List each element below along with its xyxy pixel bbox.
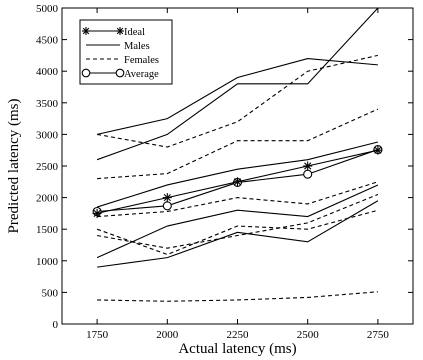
data-point-average <box>162 201 172 211</box>
series-line-males-3 <box>96 58 378 135</box>
series-line-males-6 <box>97 200 379 268</box>
y-tick-label: 2000 <box>36 193 59 205</box>
legend-label-average: Average <box>124 69 159 80</box>
legend-marker-circle <box>115 68 125 78</box>
y-tick-label: 3500 <box>36 98 59 110</box>
x-tick-label: 2500 <box>297 329 320 341</box>
y-tick-label: 0 <box>53 319 59 331</box>
series-line-females-8 <box>97 108 379 180</box>
data-point-ideal <box>303 161 313 171</box>
y-tick-label: 1500 <box>36 224 59 236</box>
x-axis-title: Actual latency (ms) <box>178 341 296 357</box>
y-tick-label: 4500 <box>36 35 59 47</box>
series-line-males-4 <box>96 141 379 208</box>
data-point-ideal <box>373 145 383 155</box>
data-point-ideal <box>233 177 242 187</box>
legend-label-males: Males <box>124 41 150 52</box>
series-line-females-11 <box>97 193 379 249</box>
legend-marker-star <box>82 27 90 35</box>
x-tick-label: 1750 <box>86 329 109 341</box>
x-tick-label: 2000 <box>156 329 179 341</box>
y-tick-label: 1000 <box>36 256 59 268</box>
series-line-males-5 <box>96 184 379 259</box>
legend-label-females: Females <box>124 55 159 66</box>
legend-marker-circle <box>81 68 91 78</box>
y-tick-label: 3000 <box>36 129 59 141</box>
legend-marker-star <box>116 27 124 35</box>
y-tick-label: 5000 <box>36 3 59 15</box>
data-point-ideal <box>92 208 102 218</box>
y-tick-label: 4000 <box>36 66 59 78</box>
y-axis-title: Predicted latency (ms) <box>6 99 22 234</box>
legend-label-ideal: Ideal <box>124 27 145 38</box>
series-line-females-9 <box>97 181 379 218</box>
series-line-males-2 <box>96 7 379 161</box>
y-tick-label: 500 <box>42 287 59 299</box>
data-point-average <box>303 169 313 179</box>
x-tick-label: 2750 <box>367 329 390 341</box>
data-point-ideal <box>162 193 172 203</box>
series-line-females-10 <box>96 209 379 256</box>
x-tick-label: 2250 <box>227 329 250 341</box>
y-tick-label: 2500 <box>36 161 59 173</box>
series-line-females-12 <box>97 291 378 302</box>
